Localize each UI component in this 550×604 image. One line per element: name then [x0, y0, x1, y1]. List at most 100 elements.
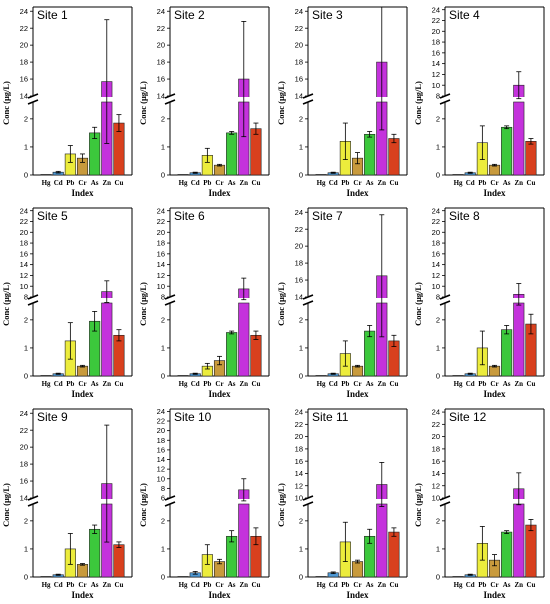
y-tick-label: 16 [157, 445, 165, 454]
y-tick-label: 1 [299, 545, 303, 554]
y-tick-label: 1 [161, 344, 165, 353]
axis-break-mark [27, 99, 39, 105]
y-tick-label: 0 [24, 573, 28, 582]
y-tick-label: 12 [20, 271, 28, 280]
y-tick-label: 14 [157, 92, 165, 101]
x-tick-label-pb: Pb [66, 179, 74, 187]
x-tick-label-as: As [91, 581, 99, 589]
bar-as [501, 126, 513, 176]
y-tick-label: 10 [295, 494, 303, 503]
y-tick-label: 16 [432, 48, 440, 57]
x-tick-label-cd: Cd [329, 581, 338, 589]
bar-zn-lower [238, 503, 250, 578]
y-axis-label: Conc (μg/L) [138, 483, 148, 527]
y-tick-label: 16 [20, 75, 28, 84]
y-tick-label: 24 [432, 206, 440, 215]
bar-cr [351, 365, 364, 377]
bar-hg [177, 174, 189, 176]
bar-as [501, 329, 513, 377]
bar-cu [525, 524, 537, 578]
bar-zn-lower [513, 101, 525, 176]
x-tick-label-cr: Cr [78, 179, 86, 187]
x-tick-label-cd: Cd [54, 380, 63, 388]
y-tick-label: 0 [24, 171, 28, 180]
y-tick-label: 0 [436, 372, 440, 381]
axis-break-mark [439, 501, 451, 507]
bar-zn-lower [101, 302, 113, 377]
chart-panel-site-3: 0 1 2 14 16 18 20 22 24 Hg Cd Pb Cr As Zn Cu Site 3 Index… [275, 0, 412, 201]
x-tick-label-hg: Hg [454, 380, 463, 388]
y-tick-label: 18 [432, 239, 440, 248]
y-tick-label: 2 [436, 315, 440, 324]
y-tick-label: 18 [20, 58, 28, 67]
axis-break-mark [439, 300, 451, 306]
chart-panel-site-9: 0 1 2 14 16 18 20 22 24 Hg Cd Pb Cr As Zn Cu Site 9 Index… [0, 402, 137, 603]
y-tick-label: 8 [24, 293, 28, 302]
x-tick-label-zn: Zn [515, 380, 524, 388]
bar-as [226, 332, 238, 377]
axis-break-mark [164, 99, 176, 105]
y-tick-label: 20 [157, 41, 165, 50]
y-tick-label: 2 [24, 516, 28, 525]
site-title: Site 5 [37, 209, 68, 223]
y-tick-label: 0 [161, 372, 165, 381]
y-tick-label: 16 [157, 249, 165, 258]
x-tick-label-cr: Cr [490, 581, 498, 589]
x-tick-label-cd: Cd [466, 581, 475, 589]
y-tick-label: 2 [161, 114, 165, 123]
x-tick-label-zn: Zn [240, 380, 249, 388]
y-tick-label: 16 [295, 276, 303, 285]
bar-as [226, 132, 238, 176]
y-tick-label: 20 [432, 432, 440, 441]
x-tick-label-as: As [503, 380, 511, 388]
y-tick-label: 18 [432, 38, 440, 47]
y-tick-label: 6 [161, 494, 165, 503]
x-tick-label-cr: Cr [215, 581, 223, 589]
chart-panel-site-2: 0 1 2 14 16 18 20 22 24 Hg Cd Pb Cr As Zn Cu Site 2 Index… [137, 0, 274, 201]
y-tick-label: 8 [436, 92, 440, 101]
bar-zn-lower [513, 302, 525, 377]
bar-cr [488, 365, 501, 377]
x-tick-label-cr: Cr [490, 380, 498, 388]
chart-panel-site-10: 0 1 2 6 8 10 12 14 16 18 20 22 24 Hg Cd Pb Cr As Zn Cu Site … [137, 402, 274, 603]
x-tick-label-cd: Cd [191, 380, 200, 388]
bar-cu [525, 141, 537, 176]
y-axis-label: Conc (μg/L) [1, 81, 11, 125]
bar-cu [388, 531, 400, 578]
y-tick-label: 2 [436, 516, 440, 525]
y-axis-label: Conc (μg/L) [276, 282, 286, 326]
x-axis-label: Index [71, 188, 94, 198]
y-tick-label: 1 [161, 143, 165, 152]
bar-as [364, 330, 376, 377]
x-tick-label-hg: Hg [179, 380, 188, 388]
y-tick-label: 20 [432, 228, 440, 237]
x-axis-label: Index [208, 590, 231, 600]
x-tick-label-zn: Zn [240, 581, 249, 589]
x-tick-label-zn: Zn [103, 179, 112, 187]
y-tick-label: 24 [295, 7, 303, 16]
y-tick-label: 12 [157, 271, 165, 280]
y-tick-label: 2 [299, 315, 303, 324]
bar-zn-lower [376, 503, 388, 578]
y-axis-label: Conc (μg/L) [138, 282, 148, 326]
y-tick-label: 1 [24, 344, 28, 353]
x-tick-label-cd: Cd [191, 179, 200, 187]
y-tick-label: 24 [157, 7, 165, 16]
x-tick-label-cd: Cd [329, 380, 338, 388]
x-tick-label-cu: Cu [114, 179, 123, 187]
x-axis-label: Index [483, 389, 506, 399]
y-tick-label: 1 [299, 344, 303, 353]
y-tick-label: 18 [295, 444, 303, 453]
y-tick-label: 24 [157, 407, 165, 416]
y-tick-label: 20 [295, 242, 303, 251]
y-tick-label: 22 [157, 217, 165, 226]
y-tick-label: 14 [432, 59, 440, 68]
y-tick-label: 0 [436, 573, 440, 582]
y-tick-label: 24 [20, 206, 28, 215]
x-tick-label-cd: Cd [329, 179, 338, 187]
y-tick-label: 16 [432, 249, 440, 258]
y-tick-label: 22 [295, 420, 303, 429]
